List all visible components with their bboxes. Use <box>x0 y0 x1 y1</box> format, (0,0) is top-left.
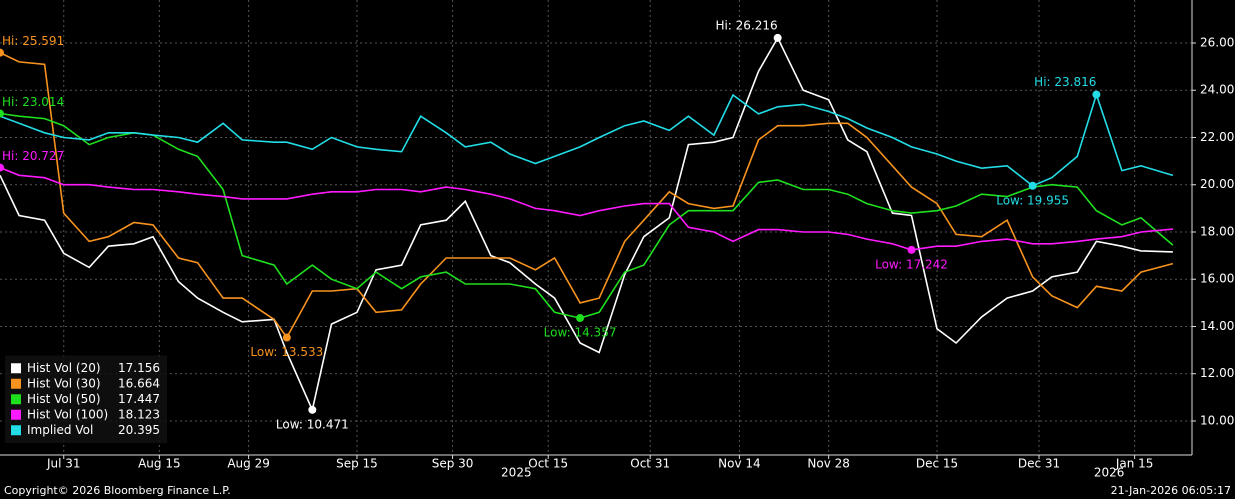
x-tick-label: Nov 14 <box>718 457 761 471</box>
x-year-label: 2026 <box>1094 466 1125 480</box>
extreme-marker <box>576 314 585 323</box>
legend-label: Hist Vol (50) <box>27 392 101 406</box>
series-line <box>0 36 1173 413</box>
series-line <box>0 166 1173 251</box>
y-tick-label: 20.00 <box>1200 177 1234 191</box>
extreme-label: Low: 14.357 <box>544 326 617 340</box>
series-line <box>0 91 1174 187</box>
extreme-label: Low: 13.533 <box>250 345 323 359</box>
x-tick-label: Jul 31 <box>46 457 81 471</box>
extreme-marker <box>0 48 4 57</box>
series-line <box>0 51 1174 340</box>
extreme-marker <box>1028 181 1037 190</box>
legend-value: 18.123 <box>118 407 160 421</box>
grid <box>0 0 1192 455</box>
extreme-label: Low: 19.955 <box>996 193 1069 207</box>
x-tick-label: Nov 28 <box>807 457 850 471</box>
x-year-label: 2025 <box>501 466 532 480</box>
legend-swatch <box>11 394 21 405</box>
extreme-marker <box>282 333 291 342</box>
x-tick-label: Jan 15 <box>1115 457 1154 471</box>
legend-value: 17.156 <box>118 361 160 375</box>
extreme-label: Hi: 26.216 <box>715 18 777 32</box>
y-tick-label: 14.00 <box>1200 319 1234 333</box>
y-tick-label: 18.00 <box>1200 224 1234 238</box>
x-tick-label: Sep 30 <box>432 457 474 471</box>
timestamp: 21-Jan-2026 06:05:17 <box>1111 484 1231 497</box>
x-tick-label: Sep 15 <box>336 457 378 471</box>
extreme-label: Low: 10.471 <box>276 417 349 431</box>
x-tick-label: Aug 29 <box>227 457 270 471</box>
legend-swatch <box>11 409 21 420</box>
extreme-label: Hi: 25.591 <box>2 34 64 48</box>
extreme-marker <box>773 33 782 42</box>
extreme-marker <box>0 163 4 172</box>
y-tick-label: 12.00 <box>1200 366 1234 380</box>
legend-swatch <box>11 378 21 389</box>
legend-label: Hist Vol (100) <box>27 407 108 421</box>
extreme-marker <box>308 405 317 414</box>
y-tick-label: 26.00 <box>1200 35 1234 49</box>
x-tick-label: Oct 31 <box>630 457 670 471</box>
extreme-label: Hi: 20.727 <box>2 149 64 163</box>
y-tick-label: 24.00 <box>1200 83 1234 97</box>
legend-label: Hist Vol (20) <box>27 361 101 375</box>
extreme-label: Hi: 23.816 <box>1034 75 1096 89</box>
extreme-label: Low: 17.242 <box>875 257 948 271</box>
extreme-label: Hi: 23.014 <box>2 95 64 109</box>
legend-box <box>5 355 167 443</box>
x-tick-label: Oct 15 <box>528 457 568 471</box>
copyright: Copyright© 2026 Bloomberg Finance L.P. <box>4 484 231 497</box>
extreme-marker <box>1092 90 1101 99</box>
legend-value: 16.664 <box>118 376 160 390</box>
legend-value: 17.447 <box>118 392 160 406</box>
x-tick-label: Dec 15 <box>916 457 958 471</box>
extreme-marker <box>907 245 916 254</box>
y-tick-label: 22.00 <box>1200 130 1234 144</box>
legend: Hist Vol (20) 17.156 Hist Vol (30) 16.664 Hi… <box>5 355 167 443</box>
annotations: Hi: 26.216 Low: 10.471 Hi: 25.591 Low: 13.5… <box>0 18 1101 431</box>
x-tick-label: Aug 15 <box>138 457 181 471</box>
legend-label: Hist Vol (30) <box>27 376 101 390</box>
extreme-marker <box>0 109 4 118</box>
legend-label: Implied Vol <box>27 423 93 437</box>
legend-swatch <box>11 425 21 436</box>
y-tick-label: 10.00 <box>1200 413 1234 427</box>
axes: 10.00 12.00 14.00 16.00 18.00 20.00 22.00 24.00… <box>46 35 1234 479</box>
y-tick-label: 16.00 <box>1200 272 1234 286</box>
x-tick-label: Dec 31 <box>1018 457 1060 471</box>
legend-value: 20.395 <box>118 423 160 437</box>
legend-swatch <box>11 363 21 374</box>
